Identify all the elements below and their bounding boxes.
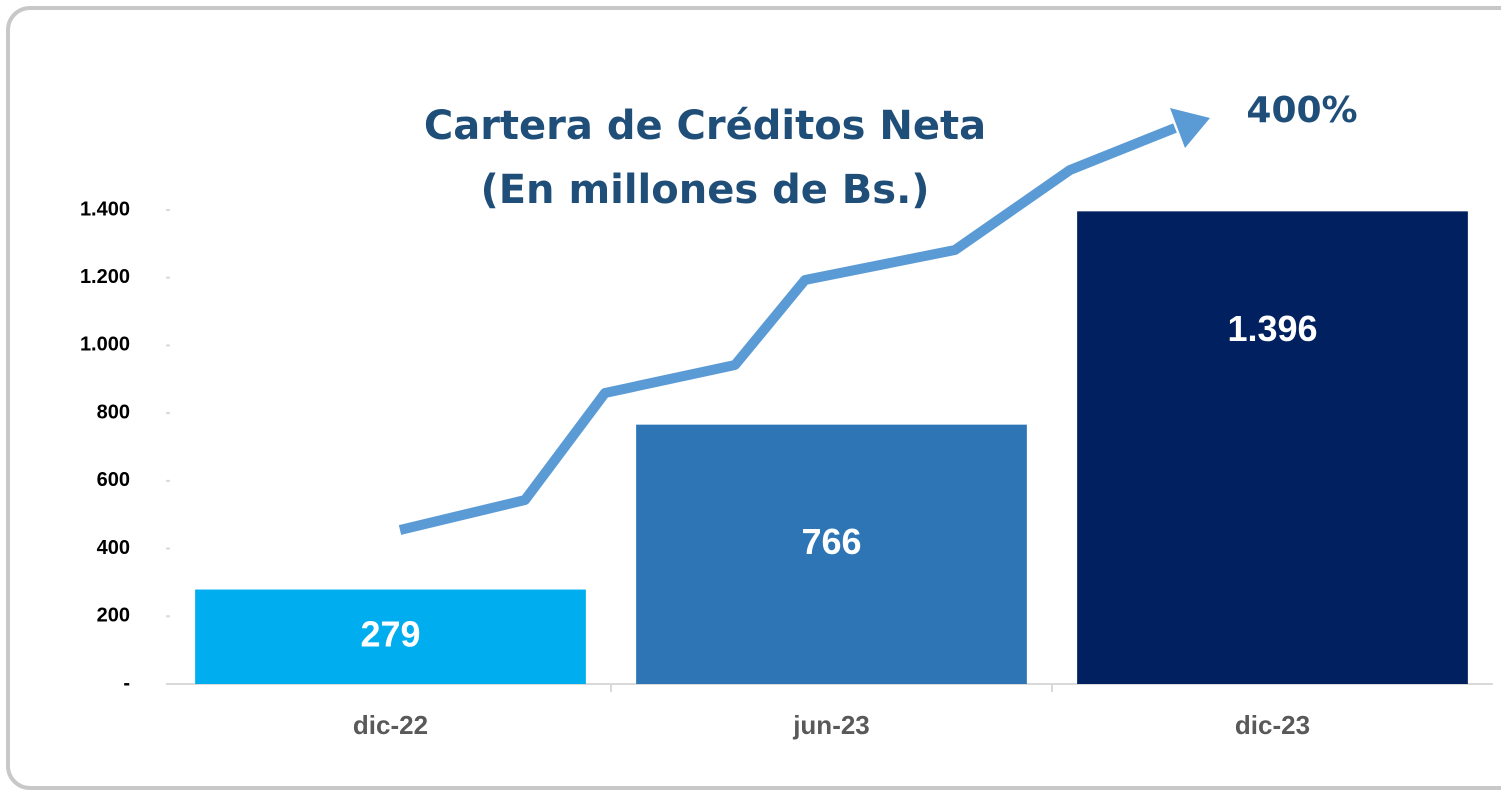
frame: [6, 6, 1501, 790]
arrow-head: [1170, 108, 1210, 148]
y-tick-label: 1.200: [80, 266, 130, 288]
y-tick-label: 1.400: [80, 198, 130, 220]
bar: [636, 424, 1027, 684]
chart-title: Cartera de Créditos Neta: [424, 103, 986, 149]
growth-arrow: [398, 123, 1177, 535]
x-tick-label: dic-23: [1235, 710, 1310, 740]
y-tick-label: 800: [97, 401, 130, 423]
y-tick-label: 1.000: [80, 334, 130, 356]
x-tick-label: jun-23: [792, 710, 870, 740]
value-label: 766: [801, 521, 861, 562]
bar: [1077, 211, 1468, 684]
bar: [195, 589, 586, 684]
value-label: 1.396: [1227, 308, 1317, 349]
y-tick-label: 200: [97, 605, 130, 627]
value-label: 279: [360, 613, 420, 654]
y-tick-label: -: [123, 672, 130, 694]
y-tick-label: 400: [97, 537, 130, 559]
x-tick-label: dic-22: [353, 710, 428, 740]
annotation: 400%: [1246, 90, 1357, 131]
chart-subtitle: (En millones de Bs.): [480, 167, 929, 213]
y-tick-label: 600: [97, 469, 130, 491]
